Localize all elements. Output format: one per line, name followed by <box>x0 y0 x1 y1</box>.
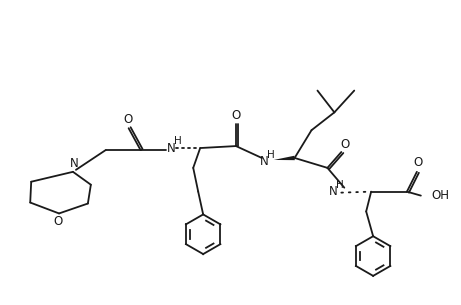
Text: O: O <box>53 215 63 228</box>
Text: OH: OH <box>432 189 450 202</box>
Polygon shape <box>274 156 295 160</box>
Text: H: H <box>337 180 344 190</box>
Text: O: O <box>341 138 350 151</box>
Text: N: N <box>167 142 176 155</box>
Text: O: O <box>231 109 241 122</box>
Text: O: O <box>413 156 422 169</box>
Text: N: N <box>329 185 338 198</box>
Text: H: H <box>174 136 182 146</box>
Text: N: N <box>70 157 78 170</box>
Text: N: N <box>260 156 268 168</box>
Text: O: O <box>123 113 132 126</box>
Text: H: H <box>267 150 275 160</box>
